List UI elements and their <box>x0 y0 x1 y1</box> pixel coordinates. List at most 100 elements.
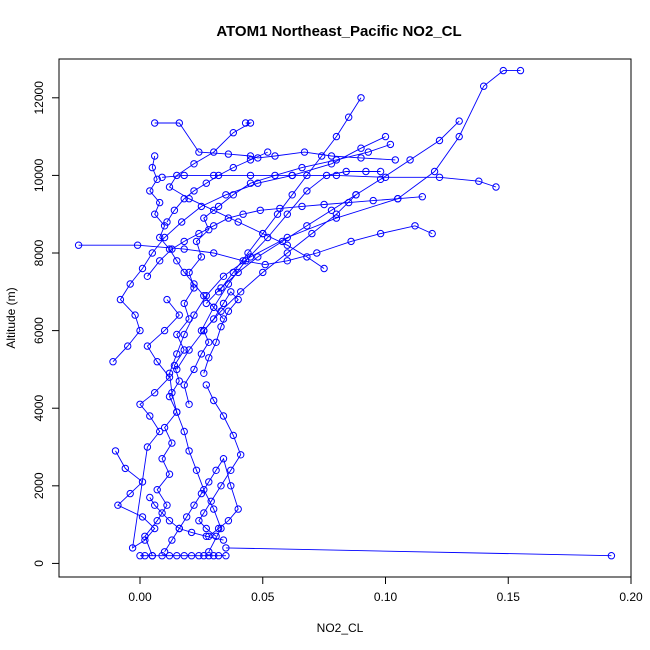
data-point <box>160 326 169 335</box>
data-point <box>222 544 230 552</box>
data-point <box>180 346 188 354</box>
data-point <box>241 257 250 265</box>
x-tick-label: 0.15 <box>497 590 521 604</box>
data-point <box>271 152 279 160</box>
data-point <box>219 315 228 323</box>
data-point <box>239 257 247 265</box>
y-tick-label: 0 <box>32 560 46 567</box>
data-point <box>143 342 152 350</box>
data-point <box>202 292 211 300</box>
data-point <box>163 501 171 509</box>
data-point <box>241 119 250 127</box>
data-point <box>212 532 220 540</box>
data-point <box>109 358 117 366</box>
data-point <box>261 260 269 269</box>
series-line <box>147 196 423 277</box>
data-point <box>369 196 377 205</box>
data-point <box>298 163 306 172</box>
data-point <box>202 299 211 308</box>
data-point <box>195 517 203 525</box>
x-tick-label: 0.00 <box>128 590 152 604</box>
data-point <box>244 249 252 257</box>
data-point <box>180 330 188 339</box>
data-point <box>259 229 267 238</box>
data-point <box>158 552 166 560</box>
data-point <box>364 148 372 156</box>
data-point <box>237 288 245 296</box>
data-point <box>205 552 213 560</box>
x-axis: 0.00 0.05 0.10 0.15 0.20 <box>128 577 643 604</box>
data-point <box>141 536 149 544</box>
data-point <box>283 210 291 218</box>
data-point <box>254 154 262 162</box>
data-point <box>151 389 159 397</box>
data-point <box>283 249 291 257</box>
data-point <box>327 206 336 215</box>
data-point <box>246 253 255 261</box>
data-point <box>475 177 483 185</box>
x-tick-label: 0.05 <box>251 590 275 604</box>
data-point <box>74 241 83 249</box>
data-point <box>217 284 225 292</box>
data-point <box>283 241 291 249</box>
data-point <box>357 94 365 102</box>
data-point <box>229 191 238 199</box>
data-point <box>210 505 218 513</box>
data-point <box>210 148 218 156</box>
data-point <box>114 501 122 509</box>
data-point <box>492 183 500 191</box>
data-point <box>180 427 188 436</box>
data-point <box>205 478 213 486</box>
data-point <box>180 552 188 560</box>
data-point <box>246 179 255 187</box>
series-line <box>168 122 325 269</box>
data-point <box>156 233 164 242</box>
data-point <box>219 412 228 420</box>
data-point <box>138 478 147 486</box>
data-point <box>313 249 321 257</box>
series-line <box>144 143 391 556</box>
data-point <box>264 148 272 156</box>
data-point <box>185 268 193 277</box>
y-tick-label: 8000 <box>32 239 46 266</box>
data-point <box>234 295 242 304</box>
data-point <box>173 552 181 560</box>
data-point <box>143 443 152 451</box>
data-point <box>202 532 211 540</box>
data-point <box>283 257 291 265</box>
data-point <box>168 439 176 447</box>
data-point <box>151 152 159 160</box>
data-point <box>246 156 255 164</box>
data-point <box>180 171 188 180</box>
data-point <box>190 280 198 288</box>
data-point <box>455 132 463 141</box>
data-point <box>246 171 255 180</box>
series-points <box>74 66 616 560</box>
data-point <box>217 307 225 315</box>
data-point <box>165 373 174 381</box>
data-point <box>224 517 233 525</box>
data-point <box>210 222 218 230</box>
data-point <box>146 412 154 420</box>
data-point <box>158 455 166 463</box>
data-point <box>283 233 291 242</box>
data-point <box>347 237 355 246</box>
data-point <box>342 167 350 176</box>
data-point <box>178 218 186 226</box>
data-point <box>185 315 193 323</box>
data-point <box>214 288 223 296</box>
y-axis-label: Altitude (m) <box>4 287 18 348</box>
data-point <box>303 171 311 180</box>
data-point <box>175 524 184 533</box>
data-point <box>165 369 174 377</box>
data-point <box>192 237 201 246</box>
data-point <box>136 552 144 560</box>
data-point <box>175 119 184 127</box>
series-line <box>154 122 396 161</box>
data-point <box>435 173 444 182</box>
data-point <box>205 548 213 556</box>
data-point <box>158 173 166 182</box>
data-point <box>156 198 164 207</box>
data-point <box>219 455 228 463</box>
data-point <box>246 152 255 160</box>
